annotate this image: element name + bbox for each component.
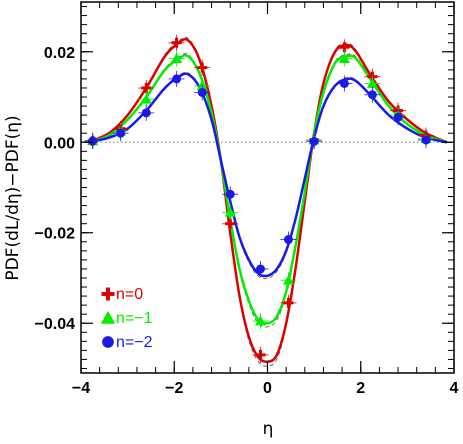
series-2-point <box>280 231 297 248</box>
series-2-point <box>390 109 407 126</box>
y-tick-label: −0.04 <box>35 316 76 333</box>
x-tick-label: 4 <box>450 380 459 397</box>
series-2-point <box>112 125 129 142</box>
series-1-point <box>336 50 353 67</box>
x-axis-label: η <box>263 419 274 439</box>
series-2-point <box>84 132 101 149</box>
y-tick-label: 0.02 <box>44 45 75 62</box>
series-2-point <box>364 86 381 103</box>
series-1-point <box>252 312 269 329</box>
series-1-point <box>168 50 185 67</box>
legend-item: n=−1 <box>100 310 153 327</box>
series-2-point <box>336 75 353 92</box>
x-tick-label: −4 <box>72 380 90 397</box>
series-2-point <box>168 70 185 87</box>
series-0-point <box>252 346 269 363</box>
series-1-point <box>222 204 239 221</box>
series-0-point <box>168 34 185 51</box>
x-tick-label: 0 <box>263 380 272 397</box>
series-2-point <box>138 104 155 121</box>
legend-label: n=−2 <box>116 334 153 351</box>
legend-item: n=0 <box>101 286 143 303</box>
y-tick-label: 0.00 <box>44 135 75 152</box>
legend-label: n=−1 <box>116 310 153 327</box>
y-axis-label: PDF(dL/dη)−PDF(η) <box>3 115 23 280</box>
series-1-point <box>280 272 297 289</box>
series-2-point <box>252 260 269 277</box>
legend-item: n=−2 <box>102 334 153 351</box>
series-2-point <box>194 84 211 101</box>
y-tick-label: −0.02 <box>35 226 76 243</box>
series-2-point <box>418 131 435 148</box>
x-tick-label: −2 <box>165 380 183 397</box>
series-2-point <box>306 133 323 150</box>
series-0-point <box>280 294 297 311</box>
legend-label: n=0 <box>116 286 143 303</box>
series-2-point <box>222 186 239 203</box>
x-tick-label: 2 <box>356 380 365 397</box>
series-1-point <box>138 91 155 108</box>
series-0-point <box>194 59 211 76</box>
